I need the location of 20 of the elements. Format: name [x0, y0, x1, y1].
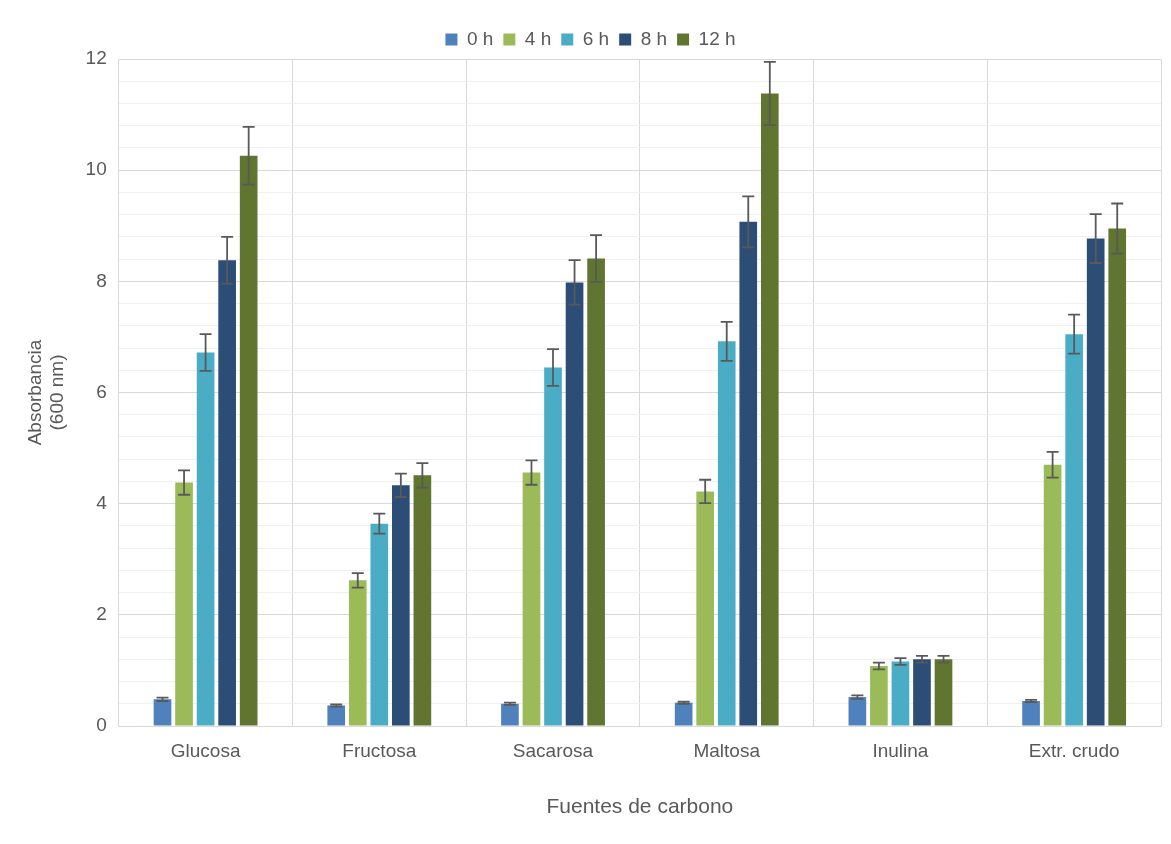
y-tick-label: 10 — [85, 158, 107, 180]
x-tick-label: Inulina — [872, 739, 929, 761]
x-tick-label: Sacarosa — [512, 739, 594, 761]
legend-label: 4 h — [524, 27, 552, 49]
y-axis-title: Absorbancia (600 nm) — [23, 339, 68, 446]
y-tick-label: 12 — [85, 47, 107, 69]
legend-label: 6 h — [582, 27, 610, 49]
y-tick-label: 8 — [96, 269, 107, 291]
x-tick-label: Glucosa — [170, 739, 241, 761]
y-tick-label: 0 — [96, 714, 107, 736]
x-tick-label: Extr. crudo — [1028, 739, 1120, 761]
x-axis-title: Fuentes de carbono — [546, 794, 734, 818]
x-tick-label: Fructosa — [342, 739, 417, 761]
y-tick-label: 2 — [96, 603, 107, 625]
legend-label: 12 h — [698, 27, 736, 49]
x-tick-label: Maltosa — [693, 739, 761, 761]
legend-label: 0 h — [466, 27, 494, 49]
y-tick-label: 4 — [96, 491, 108, 513]
y-tick-label: 6 — [96, 380, 107, 402]
legend-label: 8 h — [640, 27, 668, 49]
